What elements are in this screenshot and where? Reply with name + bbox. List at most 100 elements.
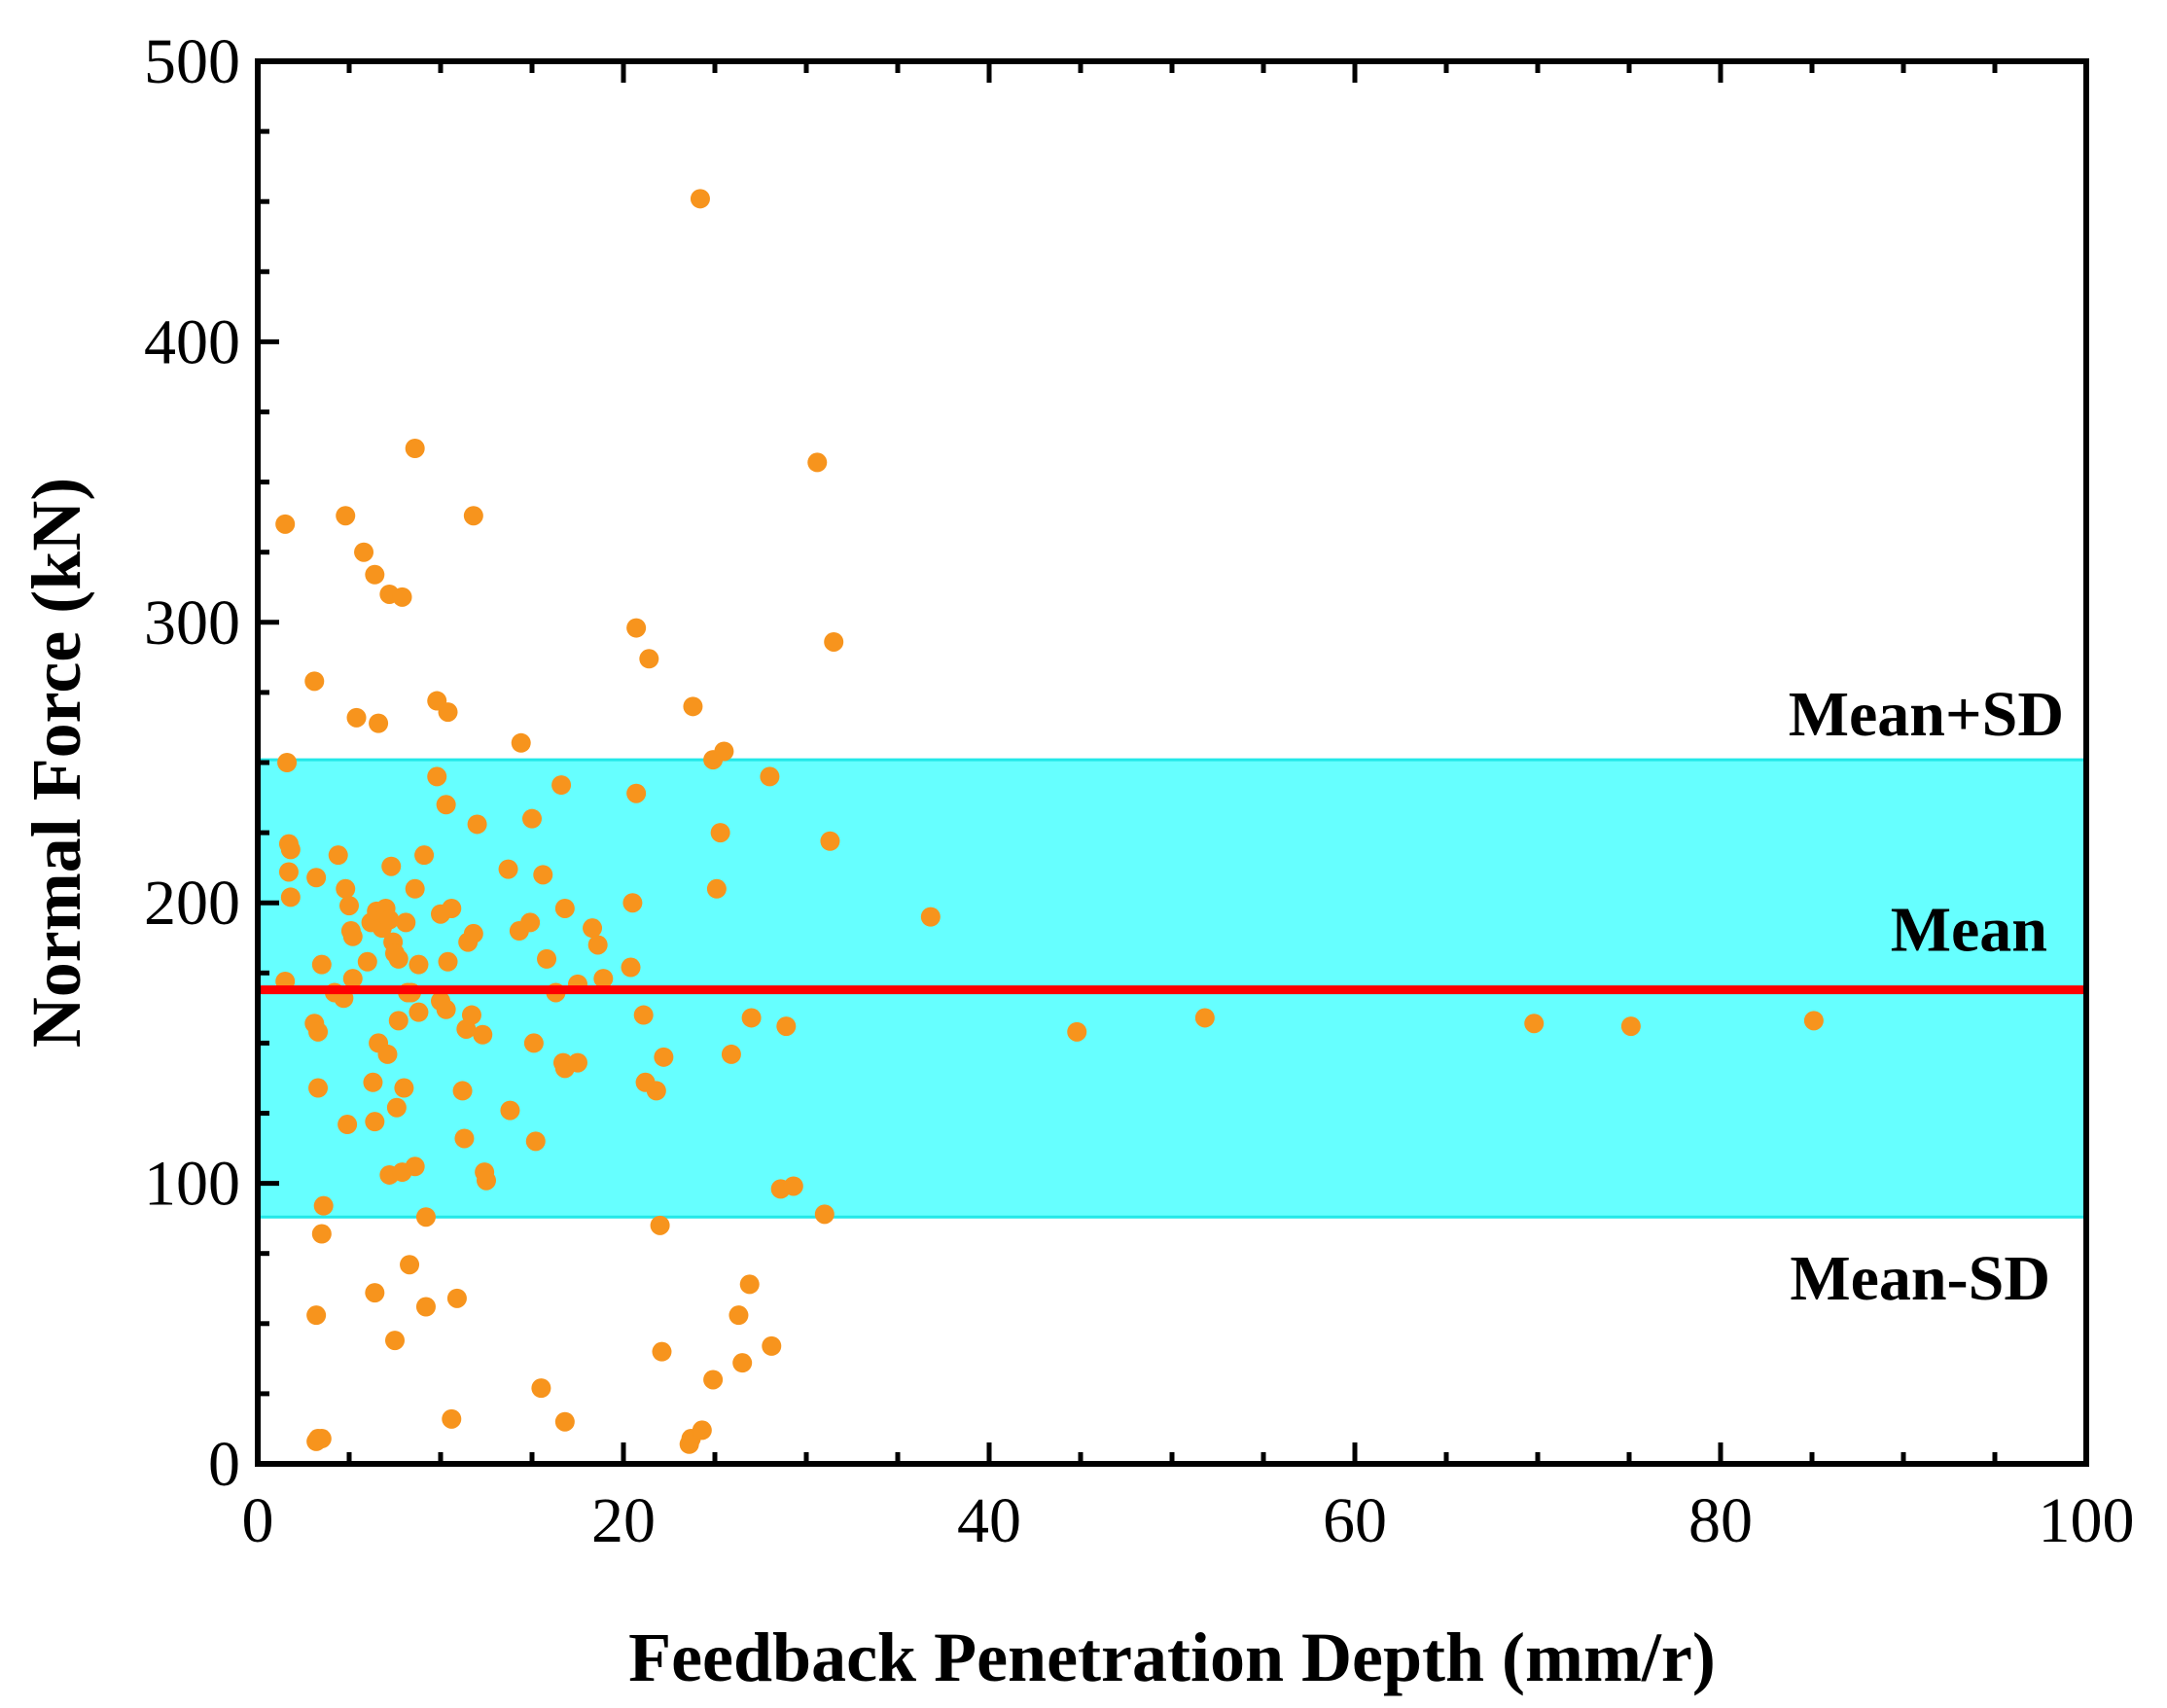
data-point (438, 702, 458, 723)
data-point (461, 1005, 481, 1025)
data-point (728, 1305, 749, 1326)
data-point (533, 865, 553, 885)
data-point (385, 1331, 405, 1351)
data-point (741, 1008, 762, 1028)
data-point (760, 766, 780, 787)
data-point (311, 954, 332, 975)
data-point (339, 896, 359, 916)
data-point (427, 766, 447, 787)
data-point (278, 862, 299, 882)
data-point (633, 1005, 654, 1025)
data-point (452, 1081, 473, 1101)
data-point (807, 452, 828, 473)
data-point (523, 1033, 544, 1053)
y-tick-label: 500 (144, 26, 240, 97)
data-point (467, 814, 487, 835)
data-point (593, 969, 614, 989)
data-point (710, 823, 730, 843)
data-point (714, 741, 734, 762)
data-point (306, 1431, 327, 1451)
data-point (814, 1204, 835, 1225)
data-point (377, 1044, 398, 1064)
data-point (739, 1274, 760, 1295)
data-point (336, 506, 356, 526)
data-point (280, 839, 301, 860)
plot-frame (255, 58, 2089, 1467)
data-point (386, 1097, 407, 1118)
data-point (415, 1207, 436, 1228)
data-point (379, 909, 400, 930)
data-point (652, 1341, 672, 1362)
data-point (400, 1255, 420, 1275)
data-point (583, 918, 603, 939)
data-point (336, 878, 356, 899)
mean-minus-sd-label: Mean-SD (1790, 1243, 2050, 1314)
x-tick-label: 0 (242, 1485, 274, 1556)
data-point (342, 926, 363, 946)
data-point (568, 1052, 587, 1073)
data-point (392, 587, 412, 607)
data-point (396, 912, 416, 933)
data-point (463, 506, 483, 526)
data-point (369, 713, 389, 733)
x-axis-title: Feedback Penetration Depth (mm/r) (628, 1619, 1716, 1696)
data-point (776, 1016, 797, 1037)
x-tick-label: 40 (957, 1485, 1021, 1556)
data-point (405, 878, 425, 899)
data-point (920, 907, 941, 927)
data-point (626, 618, 647, 638)
data-point (654, 1047, 674, 1067)
data-point (554, 1411, 575, 1432)
data-point (357, 951, 377, 972)
data-point (308, 1078, 329, 1098)
data-point (646, 1081, 666, 1101)
data-point (721, 1044, 741, 1064)
x-tick-label: 20 (591, 1485, 656, 1556)
data-point (522, 808, 542, 829)
data-point (363, 1072, 383, 1092)
x-tick-label: 80 (1688, 1485, 1753, 1556)
data-point (824, 631, 844, 652)
data-point (531, 1378, 551, 1399)
data-point (311, 1224, 332, 1244)
data-point (587, 935, 608, 955)
y-tick-labels: 0 100 200 300 400 500 (144, 26, 240, 1500)
data-point (313, 1195, 334, 1216)
data-point (365, 1112, 385, 1132)
data-point (1803, 1011, 1824, 1031)
data-point (511, 732, 531, 753)
data-point (477, 1170, 496, 1191)
data-point (306, 868, 327, 888)
data-point (365, 1283, 385, 1303)
data-point (554, 898, 575, 918)
y-tick-label: 400 (144, 306, 240, 377)
data-point (328, 845, 348, 866)
data-point (525, 1131, 546, 1152)
data-point (394, 1078, 414, 1098)
y-axis-title: Normal Force (kN) (18, 478, 95, 1048)
data-point (650, 1215, 670, 1235)
x-tick-label: 100 (2039, 1485, 2135, 1556)
data-point (346, 707, 367, 728)
data-point (683, 696, 703, 717)
data-point (388, 948, 409, 969)
data-point (639, 649, 659, 669)
data-point (498, 859, 518, 879)
x-tick-labels: 0 20 40 60 80 100 (242, 1485, 2135, 1556)
mean-label: Mean (1891, 895, 2047, 966)
data-point (692, 1420, 712, 1441)
data-point (622, 893, 643, 913)
data-point (537, 948, 557, 969)
data-point (621, 957, 641, 978)
y-tick-label: 300 (144, 587, 240, 658)
data-point (690, 189, 710, 209)
data-point (306, 1305, 327, 1326)
data-point (442, 898, 462, 918)
data-point (275, 514, 296, 534)
data-points (275, 189, 1824, 1454)
data-point (520, 912, 541, 933)
y-tick-label: 100 (144, 1149, 240, 1220)
y-tick-label: 0 (208, 1429, 240, 1500)
data-point (626, 783, 647, 803)
data-point (473, 1024, 493, 1045)
